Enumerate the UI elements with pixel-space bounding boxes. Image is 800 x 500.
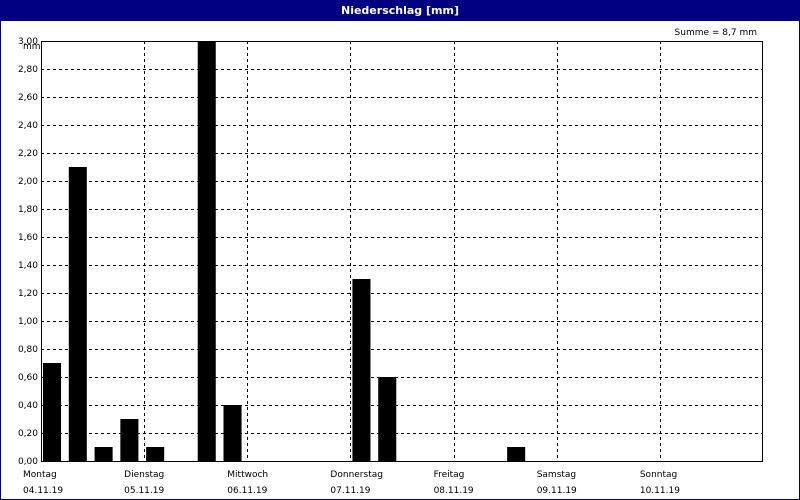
y-tick-label: 1,60: [18, 233, 38, 243]
x-tick-date: 06.11.19: [227, 486, 267, 496]
y-tick-label: 3,00: [18, 37, 38, 47]
y-tick-label: 2,60: [18, 93, 38, 103]
bar: [120, 419, 139, 461]
x-tick-day: Sonntag: [640, 470, 677, 480]
bar: [352, 279, 371, 461]
bar: [68, 167, 87, 461]
x-tick-date: 05.11.19: [124, 486, 164, 496]
x-tick-date: 10.11.19: [640, 486, 680, 496]
bar: [507, 447, 526, 461]
x-tick-date: 08.11.19: [434, 486, 474, 496]
x-tick-date: 07.11.19: [330, 486, 370, 496]
plot-border: [41, 41, 763, 462]
y-tick-label: 1,40: [18, 261, 38, 271]
bar: [197, 41, 216, 461]
y-tick-label: 2,00: [18, 177, 38, 187]
chart-title: Niederschlag [mm]: [1, 1, 799, 21]
y-tick-label: 1,00: [18, 317, 38, 327]
x-tick-day: Mittwoch: [227, 470, 268, 480]
bar: [94, 447, 113, 461]
y-tick-label: 0,40: [18, 401, 38, 411]
y-tick-label: 1,80: [18, 205, 38, 215]
y-tick-labels: 0,00 0,20 0,40 0,60 0,80 1,00 1,20 1,40 1,60 1,80…: [18, 37, 38, 467]
x-tick-day: Freitag: [434, 470, 465, 480]
sum-annotation: Summe = 8,7 mm: [675, 28, 757, 38]
x-tick-day: Montag: [23, 470, 57, 480]
x-tick-day: Donnerstag: [330, 470, 383, 480]
y-tick-label: 2,20: [18, 149, 38, 159]
y-tick-label: 2,80: [18, 65, 38, 75]
y-tick-label: 0,60: [18, 373, 38, 383]
bar: [223, 405, 242, 461]
x-tick-date: 09.11.19: [537, 486, 577, 496]
y-tick-label: 1,20: [18, 289, 38, 299]
y-tick-label: 0,80: [18, 345, 38, 355]
x-tick-date: 04.11.19: [23, 486, 63, 496]
bars: [43, 41, 526, 461]
x-tick-day: Samstag: [537, 470, 576, 480]
y-tick-label: 2,40: [18, 121, 38, 131]
y-tick-label: 0,00: [18, 457, 38, 467]
y-tick-label: 0,20: [18, 429, 38, 439]
x-tick-labels: Montag 04.11.19 Dienstag 05.11.19 Mittwoch 06…: [23, 470, 680, 496]
x-tick-day: Dienstag: [124, 470, 164, 480]
grid-lines: [41, 41, 763, 461]
bar: [378, 377, 397, 461]
bar: [146, 447, 165, 461]
bar: [43, 363, 62, 461]
y-axis-label: mm: [23, 42, 41, 52]
